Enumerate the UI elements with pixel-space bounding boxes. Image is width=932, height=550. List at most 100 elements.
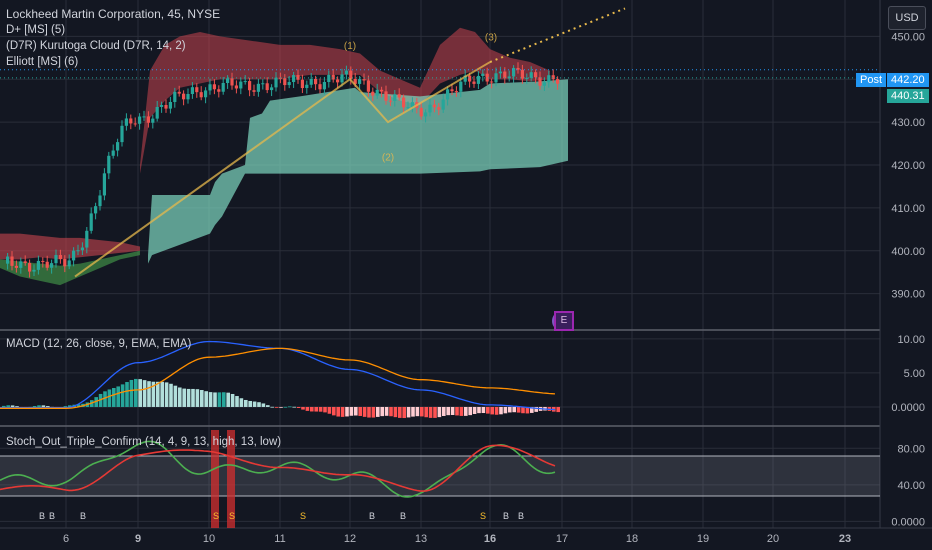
candle-body: [133, 123, 137, 125]
candle-body: [547, 75, 551, 83]
indicator-d-plus[interactable]: D+ [MS] (5): [6, 24, 66, 36]
macd-histogram-bar: [318, 406, 323, 412]
candle-body: [406, 107, 410, 109]
candle-body: [212, 84, 216, 90]
symbol-title[interactable]: Lockheed Martin Corporation, 45, NYSE: [6, 7, 221, 21]
macd-tick: 5.00: [904, 368, 925, 380]
time-tick: 11: [274, 533, 285, 545]
stoch-tick: 40.00: [897, 480, 925, 492]
currency-button[interactable]: USD: [888, 6, 926, 30]
candle-body: [124, 118, 128, 126]
macd-histogram-bar: [41, 405, 46, 407]
macd-histogram-bar: [164, 382, 169, 407]
macd-histogram-bar: [508, 406, 512, 413]
macd-histogram-bar: [257, 402, 261, 407]
macd-histogram-bar: [63, 406, 68, 407]
candle-body: [362, 79, 366, 81]
macd-histogram-bar: [472, 406, 477, 414]
macd-histogram-bar: [437, 406, 442, 418]
macd-histogram-bar: [424, 406, 428, 418]
candle-body: [437, 107, 441, 110]
candle-body: [155, 106, 159, 119]
macd-title[interactable]: MACD (12, 26, close, 9, EMA, EMA): [6, 338, 192, 350]
candle-body: [402, 97, 406, 108]
stoch-signal-letter: B: [49, 511, 55, 521]
candle-body: [336, 79, 340, 83]
candle-body: [393, 94, 397, 101]
macd-histogram-bar: [125, 382, 129, 407]
candle-body: [76, 250, 80, 252]
stoch-tick: 0.0000: [891, 516, 925, 528]
candle-body: [36, 260, 40, 270]
stoch-signal-letter: B: [518, 511, 524, 521]
candle-body: [534, 72, 538, 78]
red-cloud-area: [140, 27, 550, 174]
grid: [0, 0, 880, 528]
macd-histogram-bar: [362, 406, 367, 417]
candle-body: [556, 79, 560, 84]
price-tick: 420.00: [891, 160, 925, 172]
candle-body: [349, 70, 353, 79]
sell-signal-bar: [227, 430, 235, 528]
macd-histogram-bar: [208, 392, 213, 407]
candle-body: [441, 99, 445, 110]
stoch-title[interactable]: Stoch_Out_Triple_Confirm (14, 4, 9, 13, …: [6, 436, 282, 448]
indicator-elliott[interactable]: Elliott [MS] (6): [6, 56, 79, 68]
candle-body: [98, 195, 102, 207]
candle-body: [243, 81, 247, 83]
macd-histogram-bar: [512, 406, 516, 413]
macd-histogram-bar: [94, 397, 98, 407]
teal-cloud-area: [148, 79, 568, 264]
candle-body: [525, 77, 529, 79]
candle-body: [507, 76, 511, 79]
post-label: Post: [856, 73, 887, 87]
candle-body: [111, 150, 115, 156]
macd-histogram-bar: [68, 405, 72, 407]
elliott-projection-line: [489, 7, 626, 63]
macd-histogram-bar: [314, 406, 318, 412]
macd-histogram-bar: [402, 406, 406, 419]
candle-body: [292, 75, 296, 83]
macd-histogram-bar: [178, 387, 182, 407]
macd-histogram-bar: [450, 406, 455, 415]
candle-body: [538, 77, 542, 86]
macd-histogram-bar: [459, 406, 464, 416]
candle-body: [107, 155, 111, 174]
macd-histogram-bar: [261, 403, 266, 407]
macd-histogram-bar: [103, 391, 107, 407]
price-tick: 450.00: [891, 31, 925, 43]
candle-body: [14, 265, 18, 268]
macd-histogram-bar: [283, 406, 288, 408]
macd-histogram-bar: [490, 406, 494, 415]
time-tick: 10: [203, 533, 215, 545]
time-tick: 16: [484, 533, 496, 545]
candle-body: [446, 89, 450, 100]
macd-histogram-bar: [503, 406, 508, 414]
elliott-wave-label: (1): [344, 41, 356, 52]
macd-histogram-bar: [186, 388, 191, 407]
price-axis-ticks: 450.00440.00430.00420.00410.00400.00390.…: [891, 31, 925, 300]
macd-histogram-bar: [296, 406, 301, 409]
candle-body: [226, 78, 230, 83]
candle-body: [261, 83, 265, 85]
candle-body: [67, 260, 71, 267]
stoch-signal-letter: B: [39, 511, 45, 521]
event-badge[interactable]: E: [554, 311, 574, 331]
stoch-signal-letter: S: [480, 511, 486, 521]
candle-body: [151, 118, 155, 123]
macd-histogram-bar: [556, 406, 560, 413]
indicator-kurutoga[interactable]: (D7R) Kurutoga Cloud (D7R, 14, 2): [6, 40, 186, 52]
main-legend: Lockheed Martin Corporation, 45, NYSE D+…: [6, 6, 220, 70]
macd-histogram-bar: [481, 406, 486, 414]
time-tick: 9: [135, 533, 141, 545]
macd-histogram-bar: [499, 406, 503, 415]
macd-histogram-bar: [252, 401, 257, 407]
macd-histogram-bar: [376, 406, 380, 417]
candle-body: [129, 118, 133, 124]
candle-body: [419, 107, 423, 117]
candle-body: [116, 142, 120, 151]
macd-histogram-bar: [217, 392, 222, 407]
candle-body: [490, 81, 494, 83]
candle-body: [28, 263, 32, 272]
